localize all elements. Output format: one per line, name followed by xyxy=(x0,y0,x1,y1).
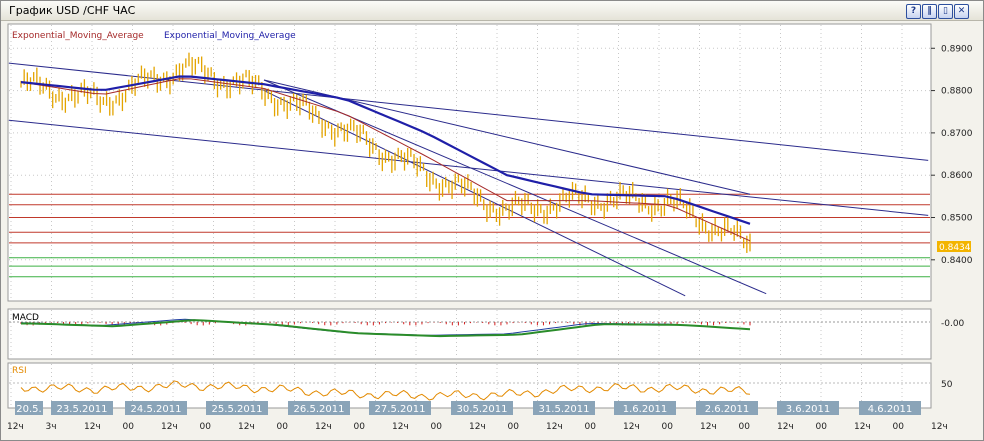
date-label-bg xyxy=(369,401,431,415)
hour-label: 12ч xyxy=(777,422,794,432)
y-tick-label: 0.8500 xyxy=(941,214,973,224)
hour-label: 00 xyxy=(893,422,905,432)
date-label-bg xyxy=(614,401,676,415)
chart-canvas: Exponential_Moving_Average Exponential_M… xyxy=(7,23,973,432)
date-label: 31.5.2011 xyxy=(539,404,590,415)
trend-line xyxy=(8,119,929,216)
date-label: 20.5. xyxy=(16,404,41,415)
y-axis-labels: 0.8900 0.8800 0.8700 0.8600 0.8500 0.8400 xyxy=(931,44,973,266)
y-tick-label: 0.8400 xyxy=(941,256,973,266)
date-label: 3.6.2011 xyxy=(786,404,831,415)
macd-panel xyxy=(7,308,932,360)
hour-label: 00 xyxy=(277,422,289,432)
hour-label: 12ч xyxy=(546,422,563,432)
price-panel xyxy=(7,23,932,302)
macd-title: MACD xyxy=(12,313,39,323)
date-label-bg xyxy=(777,401,839,415)
hour-label: 12ч xyxy=(854,422,871,432)
hour-axis: 12ч 3ч 12ч 00 12ч 00 12ч 00 12ч 00 12ч 00 12ч 00 12ч 00… xyxy=(7,422,948,432)
date-label: 1.6.2011 xyxy=(623,404,668,415)
maximize-button[interactable]: ▯ xyxy=(938,4,953,19)
rsi-line xyxy=(9,380,930,401)
hour-label: 00 xyxy=(431,422,443,432)
close-button[interactable]: ✕ xyxy=(954,4,969,19)
hour-label: 12ч xyxy=(238,422,255,432)
hour-label: 00 xyxy=(123,422,135,432)
help-button[interactable]: ? xyxy=(906,4,921,19)
y-tick-label: 0.8800 xyxy=(941,87,973,97)
hour-label: 00 xyxy=(585,422,597,432)
hour-label: 00 xyxy=(508,422,520,432)
date-label-bg xyxy=(125,401,187,415)
y-tick-label: 0.8600 xyxy=(941,171,973,181)
hour-label: 12ч xyxy=(161,422,178,432)
y-tick-label: 0.8900 xyxy=(941,44,973,54)
macd-lines xyxy=(9,318,930,338)
hour-label: 00 xyxy=(816,422,828,432)
rsi-line xyxy=(20,380,751,401)
date-label: 25.5.2011 xyxy=(212,404,263,415)
rsi-tick: 50 xyxy=(941,380,953,390)
date-label: 24.5.2011 xyxy=(131,404,182,415)
legend-ema-slow: Exponential_Moving_Average xyxy=(164,31,296,41)
current-value-label: 0.8434 xyxy=(939,243,971,253)
date-label: 26.5.2011 xyxy=(294,404,345,415)
y-tick-label: 0.8700 xyxy=(941,129,973,139)
ema-fast-line xyxy=(20,78,751,242)
date-label: 27.5.2011 xyxy=(375,404,426,415)
date-label-bg xyxy=(288,401,350,415)
hour-label: 12ч xyxy=(392,422,409,432)
title-bar: График USD /CHF ЧАС ? ‖ ▯ ✕ xyxy=(1,1,983,21)
legend-ema-fast: Exponential_Moving_Average xyxy=(12,31,144,41)
date-label-bg xyxy=(15,401,43,415)
rsi-title: RSI xyxy=(12,366,27,376)
hour-label: 3ч xyxy=(46,422,57,432)
hour-label: 00 xyxy=(662,422,674,432)
current-value-badge xyxy=(937,241,971,252)
hour-label: 00 xyxy=(739,422,751,432)
date-label-bg xyxy=(206,401,268,415)
hour-label: 12ч xyxy=(84,422,101,432)
date-label-bg xyxy=(696,401,758,415)
ema-slow-line xyxy=(20,75,751,225)
window-title: График USD /CHF ЧАС xyxy=(9,4,136,17)
horizontal-levels xyxy=(9,193,930,278)
hour-label: 12ч xyxy=(931,422,948,432)
hour-label: 00 xyxy=(200,422,212,432)
hour-label: 12ч xyxy=(7,422,24,432)
date-label-bg xyxy=(533,401,595,415)
date-label: 2.6.2011 xyxy=(705,404,750,415)
macd-tick: -0.00 xyxy=(941,319,965,329)
date-label: 4.6.2011 xyxy=(868,404,913,415)
hour-label: 12ч xyxy=(700,422,717,432)
date-label-bg xyxy=(451,401,513,415)
ema-lines xyxy=(20,75,751,242)
split-button[interactable]: ‖ xyxy=(922,4,937,19)
date-label-bg xyxy=(859,401,921,415)
date-label: 30.5.2011 xyxy=(457,404,508,415)
date-label-bg xyxy=(51,401,113,415)
hour-label: 12ч xyxy=(623,422,640,432)
hour-label: 12ч xyxy=(469,422,486,432)
macd-signal-line xyxy=(21,319,751,338)
hour-label: 00 xyxy=(354,422,366,432)
date-axis: 20.5. 23.5.2011 24.5.2011 25.5.2011 26.5.201… xyxy=(15,401,921,415)
hour-label: 12ч xyxy=(315,422,332,432)
date-label: 23.5.2011 xyxy=(57,404,108,415)
